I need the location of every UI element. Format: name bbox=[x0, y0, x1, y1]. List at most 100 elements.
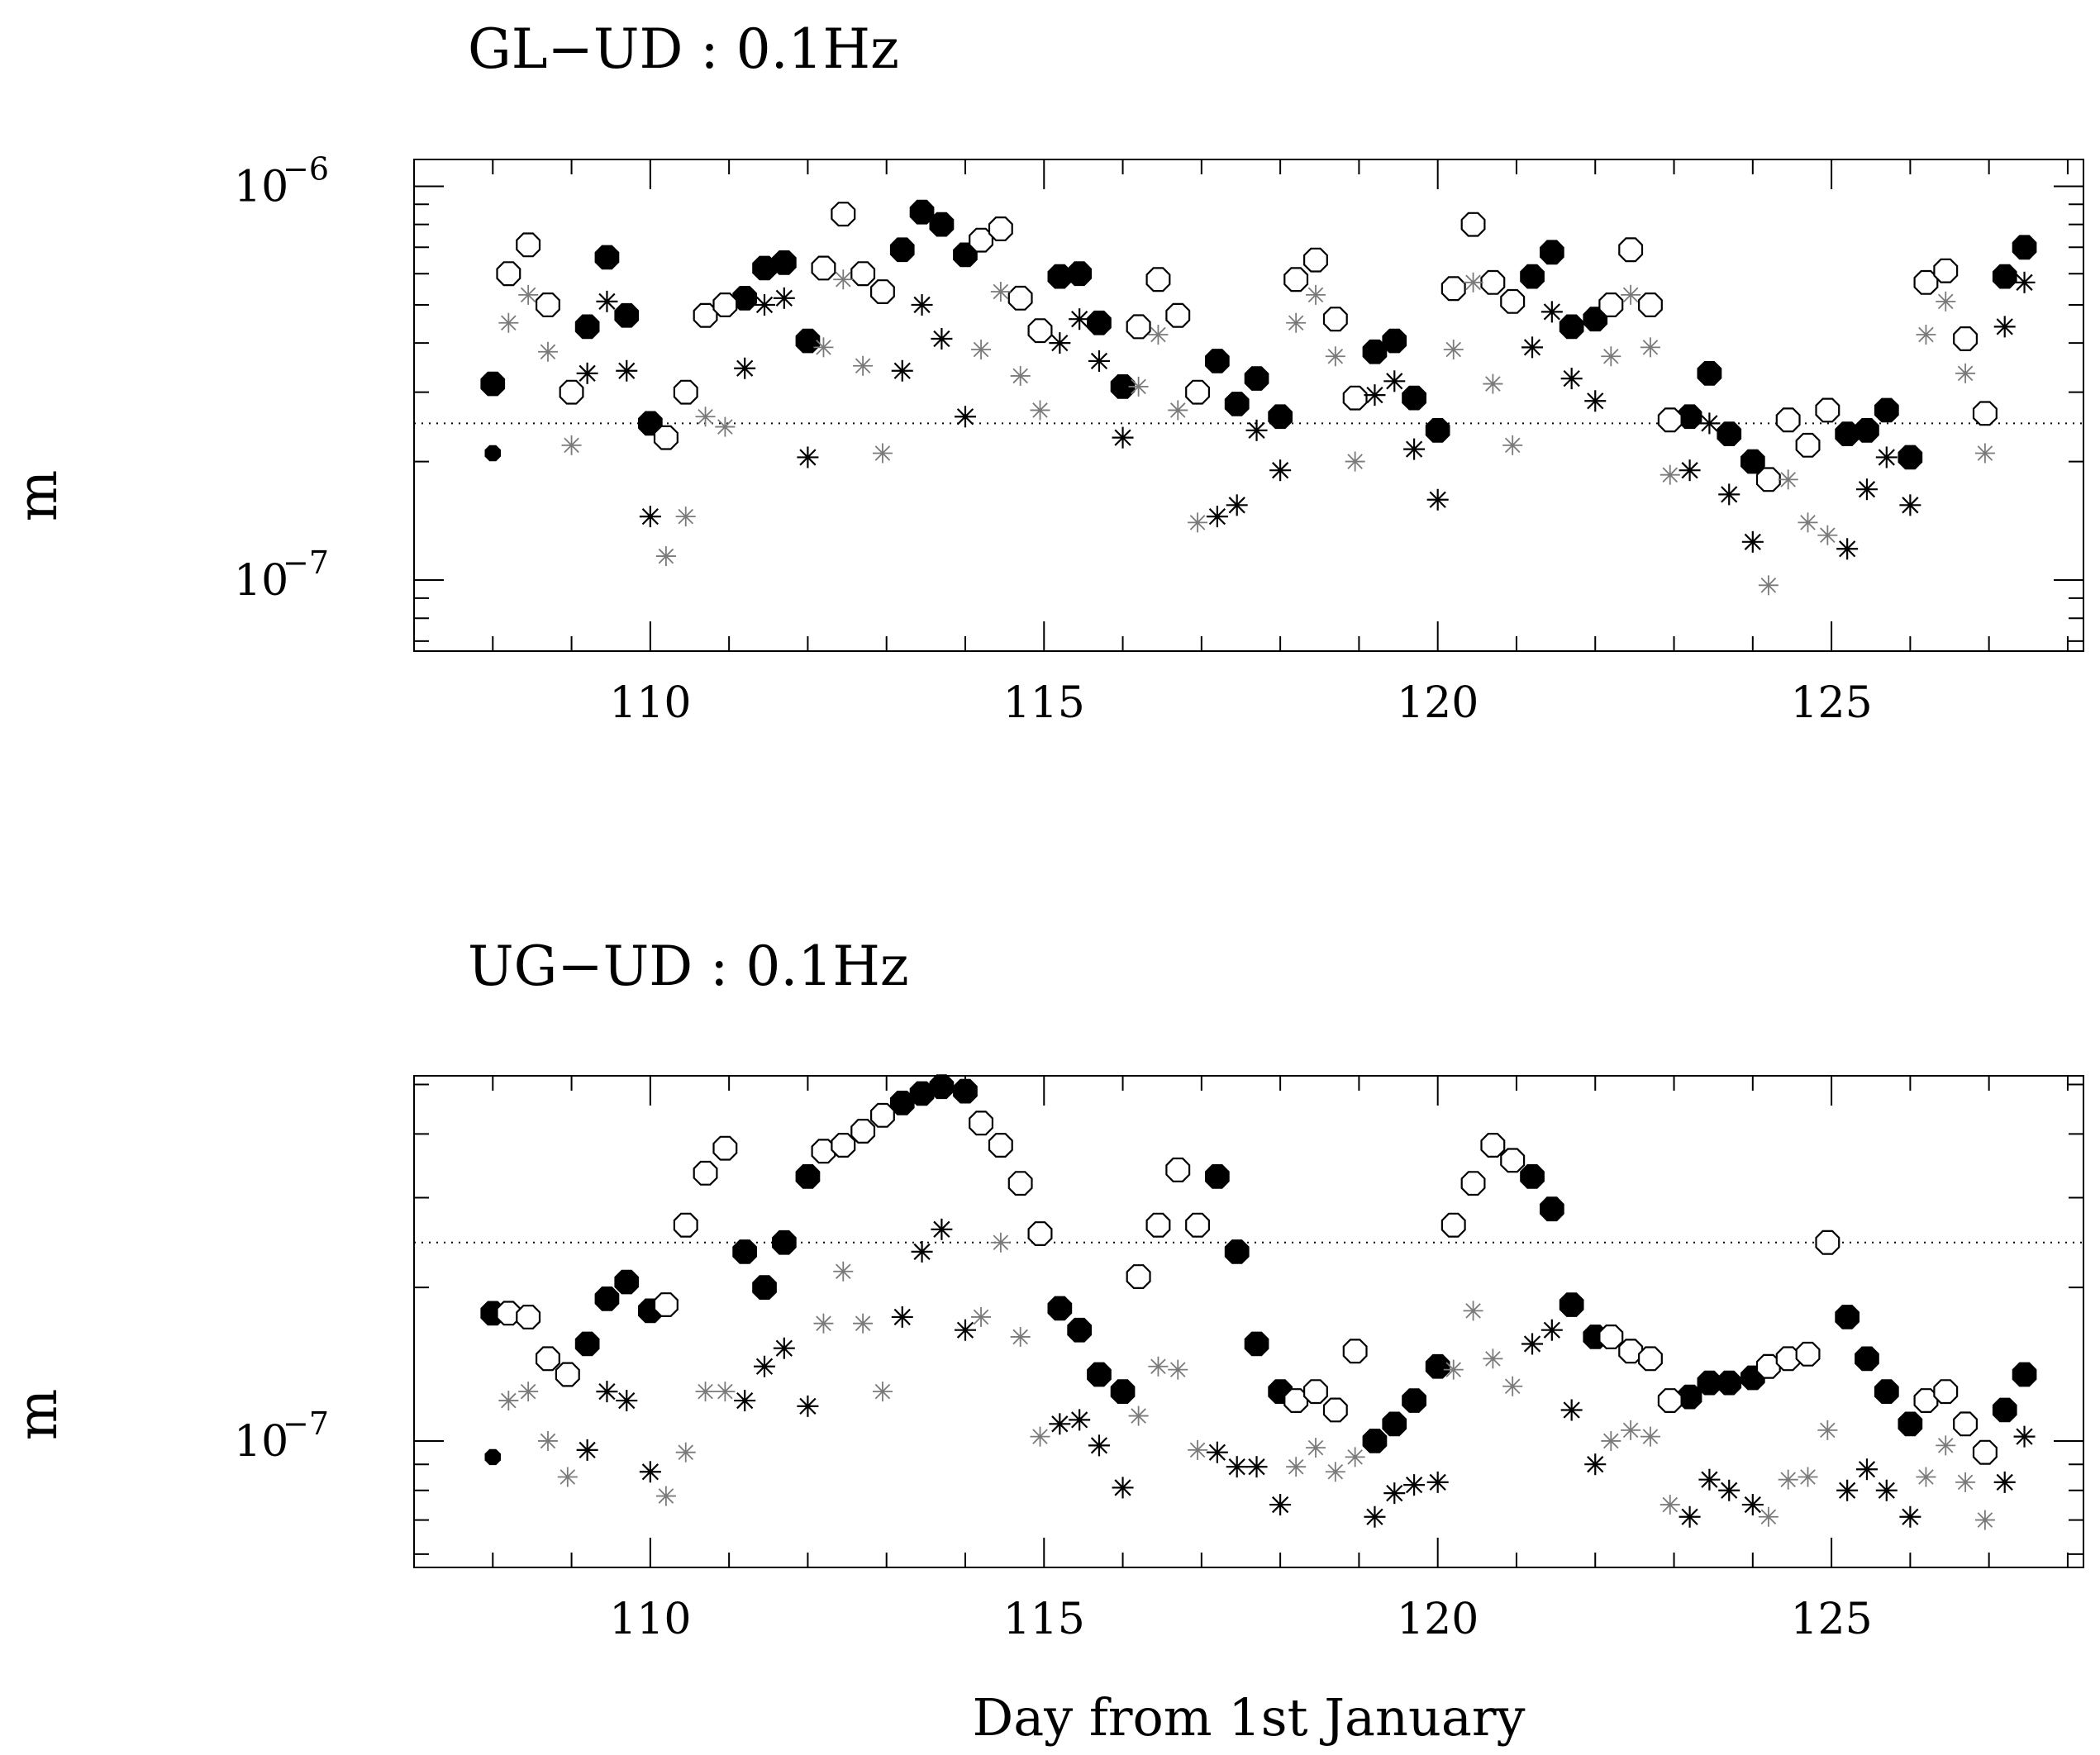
asterisk-stroke bbox=[2016, 273, 2033, 291]
data-point bbox=[1855, 418, 1879, 443]
data-point bbox=[773, 287, 795, 309]
data-point bbox=[1953, 326, 1978, 351]
data-point bbox=[1269, 459, 1292, 482]
asterisk-stroke bbox=[1642, 340, 1659, 355]
series-asterisk bbox=[576, 1218, 2036, 1528]
x-tick-label: 120 bbox=[1397, 1595, 1479, 1644]
asterisk-stroke bbox=[1937, 293, 1954, 310]
data-point bbox=[891, 359, 913, 382]
data-point bbox=[1049, 332, 1071, 354]
data-point bbox=[673, 1212, 698, 1238]
data-point bbox=[1741, 1494, 1764, 1516]
data-point bbox=[1618, 1339, 1644, 1364]
data-point bbox=[1382, 328, 1407, 354]
data-point bbox=[1875, 446, 1898, 468]
asterisk-stroke bbox=[1760, 1509, 1777, 1525]
asterisk-stroke bbox=[973, 1309, 989, 1325]
data-point bbox=[1030, 1426, 1050, 1447]
asterisk-stroke bbox=[1918, 1469, 1934, 1485]
asterisk-stroke bbox=[1587, 392, 1604, 410]
asterisk-stroke bbox=[1208, 507, 1226, 526]
asterisk-stroke bbox=[816, 1315, 831, 1331]
data-point bbox=[891, 1306, 913, 1328]
asterisk-stroke bbox=[1780, 1472, 1796, 1487]
data-point bbox=[990, 1232, 1011, 1253]
data-point bbox=[1601, 1430, 1621, 1451]
data-point bbox=[1601, 346, 1621, 367]
asterisk-stroke bbox=[1996, 318, 2013, 335]
data-point bbox=[1955, 363, 1976, 383]
data-point bbox=[1145, 267, 1171, 292]
asterisk-stroke bbox=[1485, 1351, 1501, 1367]
asterisk-stroke bbox=[1902, 1508, 1919, 1525]
y-tick-label: 10 bbox=[234, 556, 288, 606]
asterisk-stroke bbox=[1012, 1329, 1028, 1345]
data-point bbox=[1007, 1171, 1033, 1196]
data-point bbox=[1993, 316, 2016, 338]
asterisk-stroke bbox=[775, 289, 793, 307]
asterisk-stroke bbox=[893, 1308, 911, 1326]
data-point bbox=[1621, 284, 1641, 305]
data-point bbox=[2012, 1362, 2037, 1387]
asterisk-stroke bbox=[1937, 1438, 1954, 1453]
data-point bbox=[869, 279, 895, 304]
data-point bbox=[559, 379, 584, 405]
data-point bbox=[1972, 1439, 1998, 1465]
data-point bbox=[1087, 1362, 1112, 1387]
asterisk-stroke bbox=[893, 362, 911, 379]
data-point bbox=[931, 328, 953, 350]
y-tick-label: 10 bbox=[234, 162, 288, 212]
plot-frame bbox=[413, 159, 2084, 652]
data-point bbox=[1443, 340, 1464, 360]
series-filled-circle bbox=[480, 199, 2037, 474]
data-point bbox=[1305, 284, 1326, 305]
data-point bbox=[1972, 401, 1998, 426]
data-point bbox=[1027, 318, 1053, 344]
data-point bbox=[574, 314, 600, 340]
asterisk-stroke bbox=[1208, 1443, 1226, 1461]
asterisk-stroke bbox=[913, 296, 931, 314]
asterisk-stroke bbox=[1150, 1358, 1166, 1375]
asterisk-stroke bbox=[1662, 467, 1679, 483]
asterisk-stroke bbox=[1523, 339, 1541, 356]
series-small-filled-circle bbox=[484, 445, 501, 462]
asterisk-stroke bbox=[1288, 315, 1304, 331]
asterisk-stroke bbox=[1386, 373, 1403, 390]
data-point bbox=[1679, 1505, 1701, 1528]
asterisk-stroke bbox=[1090, 1437, 1108, 1454]
data-point bbox=[1145, 1212, 1171, 1238]
data-point bbox=[1325, 346, 1345, 367]
data-point bbox=[1657, 1388, 1683, 1414]
asterisk-stroke bbox=[755, 1358, 774, 1375]
data-point bbox=[655, 1486, 676, 1506]
data-point bbox=[1128, 376, 1149, 397]
asterisk-stroke bbox=[1681, 462, 1698, 479]
data-point bbox=[1500, 288, 1526, 314]
data-point bbox=[480, 371, 506, 397]
data-point bbox=[752, 1275, 777, 1300]
data-point bbox=[1480, 1133, 1506, 1158]
data-point bbox=[1717, 421, 1742, 446]
data-point bbox=[1440, 1212, 1466, 1238]
data-point bbox=[1345, 1447, 1365, 1467]
data-point bbox=[1855, 478, 1878, 501]
data-point bbox=[969, 1111, 994, 1136]
data-point bbox=[484, 445, 501, 462]
asterisk-stroke bbox=[678, 1444, 694, 1460]
data-point bbox=[712, 1135, 738, 1161]
asterisk-stroke bbox=[1228, 1458, 1245, 1476]
data-point bbox=[1345, 451, 1365, 472]
data-point bbox=[1088, 350, 1110, 372]
data-point bbox=[1521, 336, 1544, 359]
data-point bbox=[653, 425, 679, 450]
plot-frame bbox=[413, 1075, 2084, 1568]
asterisk-stroke bbox=[1780, 472, 1796, 488]
asterisk-stroke bbox=[1248, 1458, 1265, 1476]
data-point bbox=[909, 199, 935, 225]
asterisk-stroke bbox=[717, 1383, 733, 1400]
data-point bbox=[537, 341, 558, 362]
data-point bbox=[516, 1304, 541, 1329]
data-point bbox=[1088, 1434, 1110, 1457]
data-point bbox=[594, 245, 620, 270]
data-point bbox=[653, 1292, 679, 1318]
